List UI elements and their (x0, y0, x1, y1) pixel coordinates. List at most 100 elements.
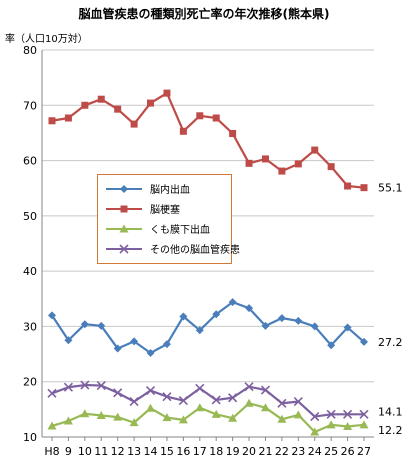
legend-swatch-series-4 (104, 241, 144, 255)
data-point (145, 385, 156, 396)
data-point (63, 382, 73, 392)
data-point (195, 383, 205, 393)
data-point (294, 160, 302, 168)
x-tick-label: 17 (193, 445, 207, 458)
data-point (80, 380, 90, 390)
x-tick-label: 13 (127, 445, 141, 458)
x-tick-label: 23 (291, 445, 305, 458)
data-point (344, 182, 352, 190)
data-point (277, 314, 286, 323)
data-point (178, 395, 188, 406)
data-point (359, 420, 369, 429)
x-tick-label: 19 (226, 445, 240, 458)
data-point (130, 120, 138, 128)
data-point (179, 127, 187, 135)
y-tick-label: 40 (23, 265, 37, 278)
data-point (97, 95, 105, 103)
data-point (47, 388, 57, 398)
x-tick-label: 27 (357, 445, 371, 458)
data-point (162, 392, 172, 402)
x-tick-label: 12 (111, 445, 125, 458)
data-point (327, 341, 336, 350)
data-point (261, 155, 269, 163)
series-line (51, 402, 365, 434)
end-value-label: 14.1 (378, 405, 403, 418)
x-tick-label: 18 (209, 445, 223, 458)
legend-label-series-2: 脳梗塞 (150, 204, 180, 216)
data-point (261, 321, 270, 330)
data-point (96, 410, 106, 419)
data-point (146, 348, 155, 357)
data-point (343, 323, 352, 332)
x-tick-label: 25 (324, 445, 338, 458)
x-tick-label: H8 (44, 445, 59, 458)
data-point (277, 414, 287, 423)
x-tick-label: 15 (160, 445, 174, 458)
data-point (310, 427, 320, 436)
data-point (48, 311, 56, 320)
data-point (48, 117, 56, 125)
y-tick-label: 30 (23, 320, 37, 333)
data-point (212, 310, 221, 319)
end-value-label: 55.1 (378, 182, 403, 195)
data-point (326, 420, 336, 429)
series-group (47, 89, 369, 436)
y-tick-label: 70 (23, 99, 37, 112)
y-tick-label: 10 (23, 431, 37, 444)
data-point (113, 344, 122, 353)
data-point (294, 316, 303, 325)
legend-label-series-4: その他の脳血管疾患 (150, 244, 240, 256)
x-tick-label: 14 (144, 445, 158, 458)
data-point (277, 398, 287, 408)
data-point (129, 397, 139, 407)
data-point (113, 388, 123, 398)
data-point (178, 415, 188, 424)
y-axis-label: 率（人口10万対） (5, 32, 88, 45)
data-point (245, 159, 253, 167)
series-2 (48, 89, 368, 192)
data-point (343, 409, 353, 419)
legend-item-series-2: 脳梗塞 (104, 199, 180, 217)
data-point (80, 409, 90, 418)
legend-item-series-4: その他の脳血管疾患 (104, 239, 240, 257)
data-point (195, 403, 205, 412)
data-point (47, 421, 57, 430)
data-point (195, 326, 204, 335)
x-tick-label: 24 (308, 445, 322, 458)
end-labels: 27.2 55.1 12.2 14.1 (378, 182, 403, 437)
data-point (260, 403, 270, 412)
series-1 (48, 298, 368, 357)
data-point (114, 105, 122, 113)
data-point (179, 312, 188, 321)
x-tick-label: 11 (94, 445, 108, 458)
x-tick-label: 10 (78, 445, 92, 458)
data-point (228, 298, 237, 307)
legend: 脳内出血 脳梗塞 くも膜下出血 その他の脳血管疾患 (97, 174, 240, 264)
data-point (228, 393, 238, 403)
x-tick-label: 20 (242, 445, 256, 458)
data-point (293, 410, 303, 419)
legend-swatch-series-1 (104, 181, 144, 195)
y-tick-label: 20 (23, 376, 37, 389)
data-point (147, 99, 155, 107)
data-point (310, 411, 320, 422)
series-3 (47, 398, 369, 436)
data-point (64, 114, 72, 122)
data-point (130, 337, 139, 346)
end-value-label: 12.2 (378, 424, 403, 437)
data-point (113, 412, 123, 421)
legend-label-series-3: くも膜下出血 (150, 224, 210, 236)
y-tick-label: 80 (23, 44, 37, 57)
x-tick-label: 21 (258, 445, 272, 458)
data-point (212, 114, 220, 122)
data-point (327, 163, 335, 171)
data-point (162, 413, 172, 422)
y-tick-label: 60 (23, 155, 37, 168)
series-4 (47, 380, 369, 422)
chart-title: 脳血管疾患の種類別死亡率の年次推移(熊本県) (79, 6, 330, 21)
data-point (229, 129, 237, 137)
legend-item-series-1: 脳内出血 (104, 179, 190, 197)
